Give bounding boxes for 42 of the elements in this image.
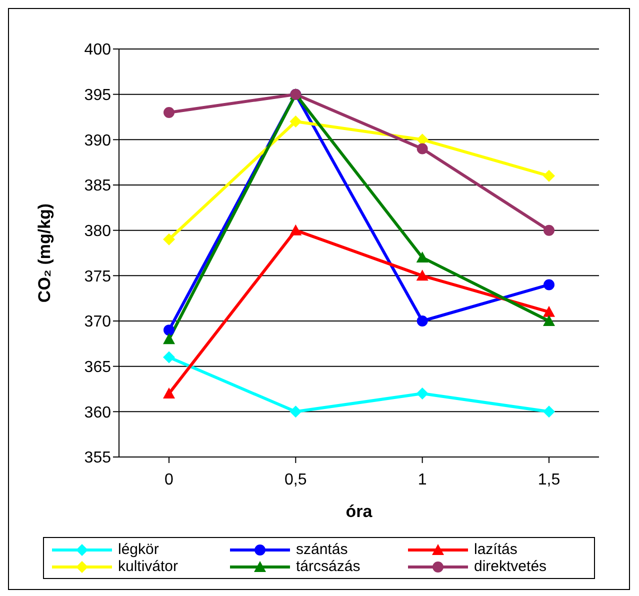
x-tick-label: 1,5	[538, 471, 560, 488]
point	[544, 224, 554, 236]
y-tick-label: 360	[84, 404, 112, 422]
legend-label: kultivátor	[118, 558, 178, 575]
legend-label: direktvetés	[474, 558, 547, 575]
point	[543, 170, 555, 182]
x-tick-label: 0,5	[284, 471, 307, 488]
point	[163, 388, 175, 399]
point	[290, 406, 302, 418]
y-tick-label: 370	[84, 314, 112, 331]
point	[543, 315, 555, 326]
y-tick-label: 385	[84, 178, 112, 195]
point	[290, 224, 302, 236]
point	[416, 270, 428, 281]
point	[164, 106, 174, 118]
legend-label: lazítás	[474, 541, 518, 558]
y-tick-label: 365	[84, 359, 112, 376]
point	[416, 143, 428, 154]
legend-label: szántás	[296, 541, 348, 558]
point	[163, 233, 175, 246]
point	[163, 333, 175, 344]
y-axis-title: CO₂ (mg/kg)	[35, 203, 54, 303]
point	[416, 252, 428, 263]
point	[416, 316, 428, 326]
x-tick-label: 1	[418, 471, 427, 488]
point	[543, 306, 555, 317]
x-axis-title: óra	[346, 502, 373, 521]
y-tick-label: 375	[84, 268, 112, 286]
y-tick-label: 390	[84, 132, 112, 150]
point	[544, 279, 554, 290]
y-tick-label: 400	[84, 42, 112, 59]
x-tick-label: 0	[164, 471, 174, 488]
point	[543, 406, 555, 418]
y-tick-label: 380	[84, 223, 112, 240]
point	[290, 116, 302, 128]
legend-label: légkör	[118, 541, 159, 558]
y-tick-label: 395	[84, 87, 112, 104]
legend-label: tárcsázás	[296, 558, 360, 575]
y-tick-label: 355	[84, 450, 112, 467]
point	[163, 351, 175, 364]
point	[164, 324, 174, 336]
point	[416, 388, 428, 400]
